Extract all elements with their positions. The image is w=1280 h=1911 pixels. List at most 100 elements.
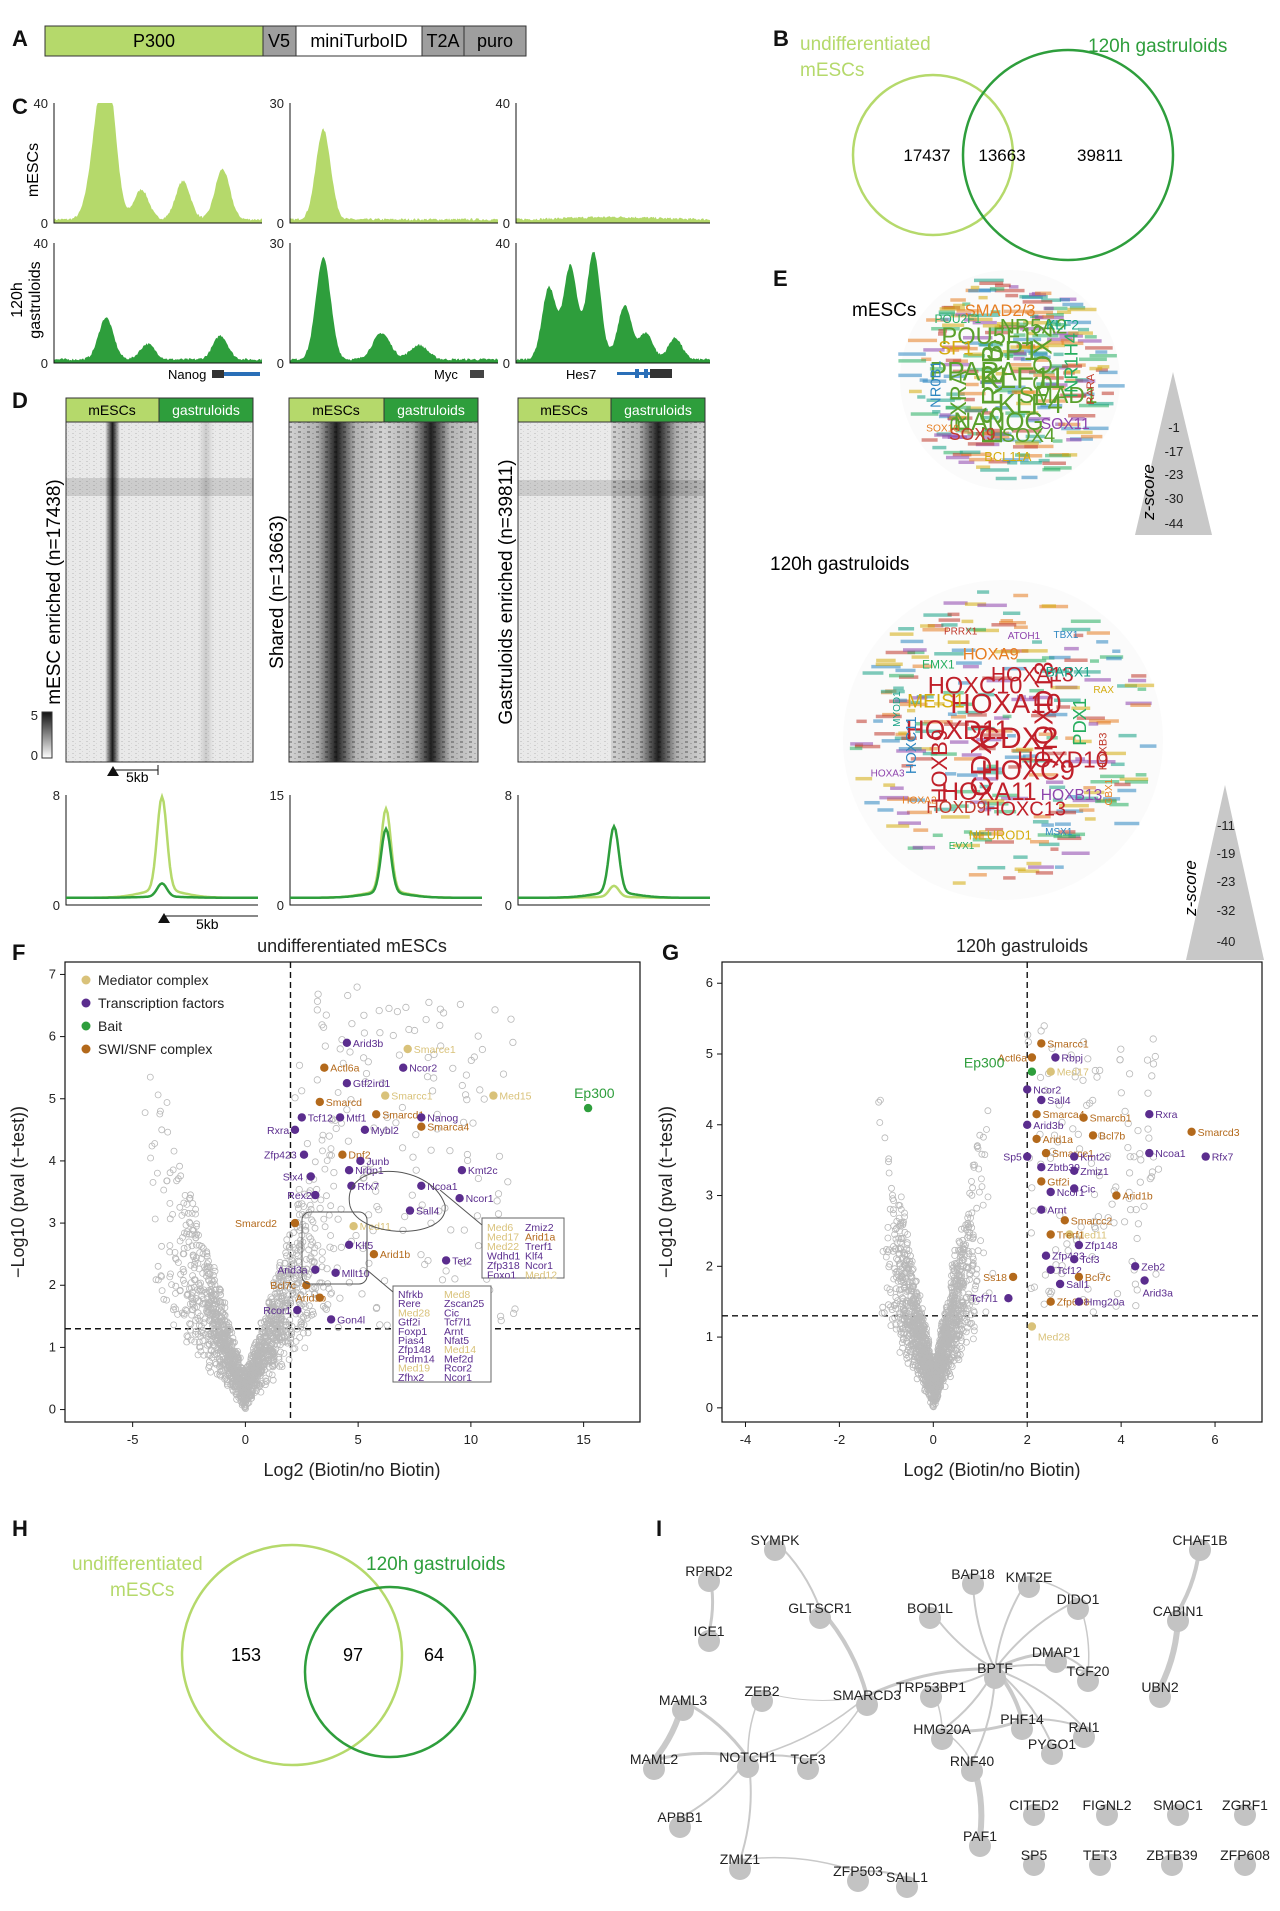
- network-node-sympk: [764, 1539, 786, 1561]
- track-signal-6: [516, 251, 710, 363]
- volcano-g-point-label: Arnt: [1047, 1205, 1066, 1217]
- svg-text:mESCs: mESCs: [88, 402, 135, 418]
- profile-plots: 8 0 15 0 8 0 5kb: [53, 788, 710, 932]
- callout-label: Med12: [525, 1270, 557, 1282]
- volcano-g-point: [964, 1214, 972, 1222]
- volcano-f-point: [258, 1346, 266, 1354]
- volcano-g-point: [953, 1317, 961, 1325]
- volcano-f-point: [321, 1165, 329, 1173]
- track-zero-2: 0: [277, 216, 284, 231]
- volcano-g-point: [969, 1261, 977, 1269]
- volcano-g-point: [982, 1308, 990, 1316]
- volcano-g-highlight-point: [1037, 1163, 1046, 1172]
- volcano-g-point: [885, 1169, 893, 1177]
- volcano-f-highlight-point: [344, 1240, 354, 1250]
- volcano-f-point: [258, 1353, 266, 1361]
- volcano-f-highlight-point: [331, 1268, 340, 1278]
- wordcloud-word: HOXB9: [927, 729, 952, 803]
- volcano-g-point: [907, 1331, 914, 1338]
- volcano-f-point: [223, 1332, 231, 1340]
- wordcloud-word: KLF4: [997, 388, 1062, 419]
- volcano-f-point: [183, 1338, 191, 1346]
- volcano-f-point: [183, 1332, 191, 1340]
- volcano-g-point: [947, 1279, 955, 1287]
- volcano-f-point: [272, 1334, 280, 1341]
- volcano-f-point: [196, 1312, 204, 1320]
- volcano-g-highlight-point: [1070, 1255, 1079, 1264]
- volcano-g-ytick: 4: [706, 1117, 713, 1132]
- volcano-f-point: [283, 1295, 291, 1303]
- volcano-g-point-label: Ncor2: [1033, 1084, 1061, 1096]
- volcano-g-point: [957, 1297, 965, 1305]
- volcano-g-point: [904, 1239, 911, 1247]
- volcano-g-point: [941, 1369, 949, 1377]
- network-edge: [866, 1667, 996, 1698]
- venn-b-left-count: 17437: [903, 146, 950, 165]
- volcano-f-point: [504, 1178, 512, 1186]
- volcano-g-point: [947, 1302, 955, 1310]
- volcano-g-point: [901, 1284, 908, 1292]
- volcano-g-point: [1117, 1045, 1125, 1053]
- volcano-g-xtick: 4: [1118, 1432, 1125, 1447]
- volcano-f-point: [194, 1351, 202, 1359]
- volcano-f-point: [187, 1336, 195, 1344]
- volcano-g-highlight-point: [1187, 1127, 1196, 1137]
- volcano-f-point: [173, 1177, 181, 1185]
- volcano-g-point: [954, 1263, 961, 1270]
- volcano-g-point-label: Med11: [1076, 1230, 1107, 1242]
- volcano-g-point: [877, 1096, 884, 1104]
- volcano-g-point-label: Rxra: [1155, 1109, 1177, 1121]
- svg-text:gastruloids: gastruloids: [397, 402, 465, 418]
- volcano-f-point: [295, 1279, 303, 1286]
- volcano-f-point: [293, 1325, 301, 1333]
- volcano-g-highlight-point: [1112, 1191, 1121, 1200]
- network-node-label: HMG20A: [913, 1721, 971, 1737]
- volcano-f-callout-2: [392, 1285, 492, 1383]
- volcano-f-point: [205, 1298, 213, 1306]
- volcano-g-point: [896, 1202, 904, 1209]
- volcano-f-point: [470, 1053, 478, 1061]
- volcano-f-point: [188, 1210, 196, 1217]
- volcano-g-point: [1052, 1246, 1060, 1254]
- segment-v5-box: [262, 25, 297, 57]
- volcano-f-point: [179, 1276, 187, 1284]
- volcano-g-highlight-point: [1032, 1134, 1041, 1144]
- volcano-g-point: [896, 1349, 904, 1356]
- volcano-g-point: [892, 1226, 899, 1233]
- volcano-f-point: [305, 1233, 313, 1240]
- volcano-f-point: [166, 1242, 174, 1249]
- volcano-g-point: [973, 1278, 980, 1285]
- volcano-f-xtick: 0: [242, 1432, 249, 1447]
- volcano-g-point-label: Ncoa1: [1155, 1148, 1186, 1160]
- callout-label: Zmiz2: [525, 1222, 554, 1234]
- wordcloud-word: HOXA10: [950, 687, 1061, 719]
- volcano-g-point: [1069, 1125, 1077, 1133]
- network-edge: [747, 1754, 809, 1761]
- volcano-f-highlight-point: [455, 1194, 464, 1203]
- volcano-f-highlight-point: [297, 1113, 306, 1122]
- profile-line-2-2: [290, 825, 482, 899]
- volcano-f-point: [192, 1317, 200, 1324]
- volcano-g-ytick: 5: [706, 1046, 713, 1061]
- wordcloud-word: HOXA2: [902, 795, 937, 806]
- volcano-g-point: [910, 1282, 918, 1290]
- callout-label: Zfhx2: [398, 1372, 424, 1384]
- wordcloud-word: NR5A2: [1000, 316, 1068, 339]
- volcano-f-point: [166, 1169, 174, 1177]
- volcano-f-point: [480, 1095, 488, 1103]
- volcano-g-point: [925, 1380, 932, 1388]
- segment-miniturboid-box: [295, 25, 423, 57]
- volcano-f-point: [324, 1301, 332, 1309]
- svg-text:Bait: Bait: [98, 1018, 122, 1034]
- wordcloud-word: POU5F1: [941, 324, 1033, 350]
- volcano-f-point: [208, 1281, 216, 1289]
- volcano-f-point: [299, 1313, 307, 1321]
- volcano-f-point: [158, 1287, 166, 1294]
- profile-ymax-2: 15: [270, 788, 284, 803]
- volcano-f-point: [299, 1266, 307, 1274]
- volcano-g-point: [918, 1349, 926, 1357]
- volcano-g-ytick: 2: [706, 1258, 713, 1273]
- profile-zero-2: 0: [277, 898, 284, 913]
- kb-label-2: 5kb: [196, 916, 219, 932]
- callout-label: Prdm14: [398, 1353, 435, 1365]
